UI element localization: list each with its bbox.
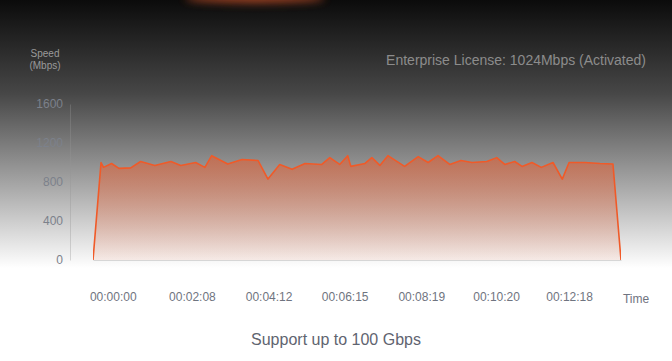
x-tick-label: 00:08:19: [398, 290, 445, 304]
y-axis: 0 400 800 1200 1600: [36, 97, 70, 267]
y-tick: 0: [56, 253, 70, 267]
y-tick: 800: [43, 175, 70, 189]
x-tick: 00:00:00: [90, 260, 137, 304]
y-tick: 400: [43, 214, 70, 228]
x-tick: 00:12:18: [546, 260, 593, 304]
x-tick: 00:02:08: [169, 260, 216, 304]
x-tick: 00:10:20: [473, 260, 520, 304]
y-axis-title: Speed: [31, 48, 60, 59]
y-tick-label: 800: [43, 175, 63, 189]
x-tick: 00:08:19: [398, 260, 445, 304]
x-axis: 00:00:00 00:02:08 00:04:12 00:06:15 00:08:19…: [90, 260, 622, 304]
x-tick-label: 00:06:15: [322, 290, 369, 304]
x-tick-label: 00:10:20: [473, 290, 520, 304]
subtitle: Support up to 100 Gbps: [251, 331, 421, 348]
y-tick-label: 1200: [36, 136, 63, 150]
license-annotation: Enterprise License: 1024Mbps (Activated): [386, 52, 646, 68]
y-tick-label: 0: [56, 253, 63, 267]
speed-area: [93, 156, 621, 260]
x-axis-title: Time: [623, 292, 650, 306]
y-tick-label: 400: [43, 214, 63, 228]
y-tick: 1200: [36, 136, 70, 150]
plot-area: [93, 156, 621, 260]
y-axis-title: (Mbps): [29, 60, 60, 71]
speed-line: [93, 156, 621, 260]
x-axis-line: [94, 260, 622, 261]
top-glow: [185, 0, 325, 3]
x-tick: 00:06:15: [322, 260, 369, 304]
background: [0, 0, 672, 270]
x-tick: 00:04:12: [246, 260, 293, 304]
y-axis-line: [70, 105, 71, 261]
x-tick-label: 00:12:18: [546, 290, 593, 304]
y-tick: 1600: [36, 97, 70, 111]
x-tick-label: 00:00:00: [90, 290, 137, 304]
chart-svg: 00:00:00 00:02:08 00:04:12 00:06:15 00:08:19…: [0, 0, 672, 361]
x-tick-label: 00:02:08: [169, 290, 216, 304]
y-tick-label: 1600: [36, 97, 63, 111]
x-tick-label: 00:04:12: [246, 290, 293, 304]
